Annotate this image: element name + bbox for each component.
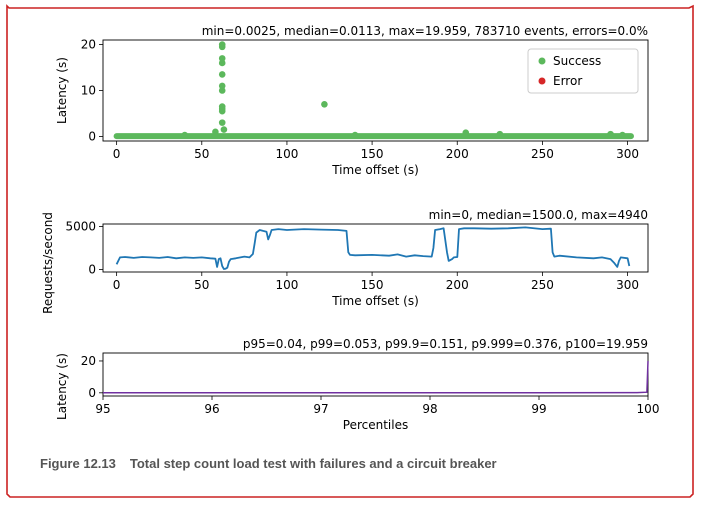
chart-2-x-label: Time offset (s) <box>331 294 419 308</box>
chart-1-title: min=0.0025, median=0.0113, max=19.959, 7… <box>202 24 648 38</box>
chart-1-success-point <box>462 129 470 137</box>
chart-1-success-point <box>607 130 614 138</box>
chart-1-success-point <box>218 71 226 78</box>
chart-3-x-tick-label: 97 <box>313 402 328 416</box>
chart-1-y-tick-label: 20 <box>81 38 96 52</box>
chart-1-x-tick-label: 100 <box>275 147 298 161</box>
chart-3-percentile-line <box>102 360 649 394</box>
chart-1-success-point <box>181 131 189 139</box>
chart-1-success-point <box>218 87 226 94</box>
chart-2-y-label: Requests/second <box>41 212 55 314</box>
chart-2-x-tick-label: 200 <box>446 278 469 292</box>
chart-1-legend-error-label: Error <box>553 74 582 88</box>
chart-1-legend-success-marker <box>538 57 546 65</box>
chart-1-success-point <box>496 130 504 138</box>
chart-2-requests-line <box>115 226 631 270</box>
chart-3-x-tick-label: 98 <box>422 402 437 416</box>
chart-2-plot-frame <box>102 223 649 273</box>
chart-1-success-point <box>220 126 228 133</box>
torn-page-border <box>6 4 694 498</box>
chart-2-y-tick-label: 0 <box>88 262 96 276</box>
chart-3-y-tick-label: 20 <box>81 354 96 368</box>
chart-2-y-tick-label: 5000 <box>65 220 96 234</box>
chart-2-x-tick-label: 150 <box>361 278 384 292</box>
chart-1-success-point <box>218 59 226 67</box>
chart-1-x-tick-label: 250 <box>531 147 554 161</box>
chart-1-legend <box>527 48 639 94</box>
chart-1-success-point <box>218 55 226 62</box>
chart-1-success-point <box>218 119 226 126</box>
chart-1-x-tick-label: 0 <box>113 147 121 161</box>
chart-3-title: p95=0.04, p99=0.053, p99.9=0.151, p9.999… <box>243 337 648 351</box>
chart-1-success-point <box>218 107 226 115</box>
chart-3-y-label: Latency (s) <box>55 353 69 420</box>
chart-1-y-label: Latency (s) <box>55 57 69 124</box>
chart-1-x-label: Time offset (s) <box>331 163 419 177</box>
chart-1-success-point <box>212 128 219 136</box>
chart-1-success-point <box>218 43 226 51</box>
chart-2-x-tick-label: 300 <box>616 278 639 292</box>
chart-1-x-tick-label: 300 <box>616 147 639 161</box>
chart-1-success-point <box>321 100 328 108</box>
chart-3-plot-frame <box>102 352 649 397</box>
chart-1-x-tick-label: 150 <box>361 147 384 161</box>
chart-2-x-tick-label: 100 <box>275 278 298 292</box>
chart-1-legend-error-marker <box>538 77 546 85</box>
chart-2-x-tick-label: 250 <box>531 278 554 292</box>
chart-1-y-tick-label: 10 <box>81 84 96 98</box>
chart-3-x-label: Percentiles <box>343 418 408 432</box>
chart-1-x-tick-label: 50 <box>194 147 209 161</box>
chart-3-y-tick-label: 0 <box>88 386 96 400</box>
figure-caption: Figure 12.13 Total step count load test w… <box>40 456 497 471</box>
chart-3-x-tick-label: 96 <box>204 402 219 416</box>
chart-2-x-tick-label: 0 <box>113 278 121 292</box>
figure-number: Figure 12.13 <box>40 456 116 471</box>
chart-1-success-point <box>351 131 359 139</box>
chart-1-y-tick-label: 0 <box>88 129 96 143</box>
chart-3-x-tick-label: 100 <box>637 402 660 416</box>
chart-3-x-tick-label: 99 <box>531 402 546 416</box>
chart-1-success-point <box>619 131 626 139</box>
chart-2-x-tick-label: 50 <box>194 278 209 292</box>
chart-1-success-point <box>218 82 226 90</box>
chart-3-x-tick-label: 95 <box>95 402 110 416</box>
chart-1-legend-success-label: Success <box>553 54 601 68</box>
chart-2-title: min=0, median=1500.0, max=4940 <box>429 208 648 222</box>
figure-caption-text: Total step count load test with failures… <box>129 456 497 471</box>
chart-1-x-tick-label: 200 <box>446 147 469 161</box>
